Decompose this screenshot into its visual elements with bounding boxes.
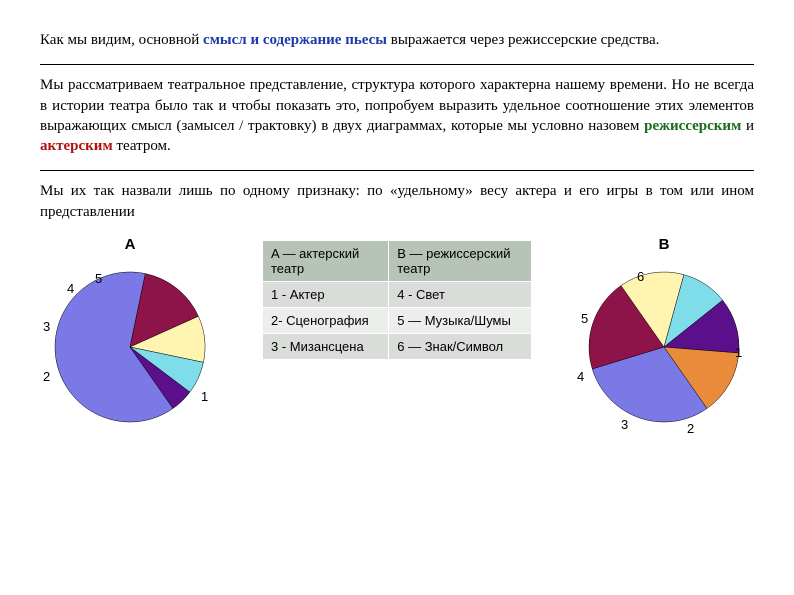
cell-1b: 4 - Свет <box>389 281 532 307</box>
pie-chart-A: A 1 2 3 4 5 <box>40 236 220 437</box>
pie-slice-label: 4 <box>577 369 584 384</box>
pie-slice-label: 2 <box>687 421 694 436</box>
p1-text-a: Как мы видим, основной <box>40 32 203 48</box>
paragraph-1: Как мы видим, основной смысл и содержани… <box>40 30 754 50</box>
pie-slice-label: 4 <box>67 281 74 296</box>
cell-3b: 6 — Знак/Символ <box>389 333 532 359</box>
th-A: A — актерский театр <box>263 240 389 281</box>
pie-slice-label: 1 <box>735 345 742 360</box>
p2-green: режиссерским <box>644 118 741 134</box>
pie-slice-label: 1 <box>201 389 208 404</box>
pie-slice-label: 3 <box>43 319 50 334</box>
th-B: B — режиссерский театр <box>389 240 532 281</box>
pie-svg <box>579 257 749 437</box>
p2-and: и <box>741 118 754 134</box>
diagram-row: A 1 2 3 4 5 A — актерский театр B — режиссер… <box>40 236 754 437</box>
pie-slice-label: 2 <box>43 369 50 384</box>
p1-text-c: выражается через режиссерские средства. <box>387 32 659 48</box>
cell-1a: 1 - Актер <box>263 281 389 307</box>
cell-2b: 5 — Музыка/Шумы <box>389 307 532 333</box>
pie-B-title: B <box>659 236 670 253</box>
paragraph-3: Мы их так назвали лишь по одному признак… <box>40 181 754 222</box>
pie-A-title: A <box>125 236 136 253</box>
divider-2 <box>40 170 754 171</box>
pie-slice-label: 6 <box>637 269 644 284</box>
pie-slice-label: 5 <box>95 271 102 286</box>
cell-3a: 3 - Мизансцена <box>263 333 389 359</box>
p2-red: актерским <box>40 138 113 154</box>
cell-2a: 2- Сценография <box>263 307 389 333</box>
pie-slice-label: 5 <box>581 311 588 326</box>
pie-slice-label: 3 <box>621 417 628 432</box>
center-table: A — актерский театр B — режиссерский теа… <box>262 240 532 360</box>
pie-chart-B: B 1 2 3 4 5 6 <box>574 236 754 437</box>
p1-emph: смысл и содержание пьесы <box>203 32 387 48</box>
p2-end: театром. <box>113 138 171 154</box>
divider-1 <box>40 64 754 65</box>
center-table-wrap: A — актерский театр B — режиссерский теа… <box>262 236 532 360</box>
paragraph-2: Мы рассматриваем театральное представлен… <box>40 75 754 156</box>
p3-text: Мы их так назвали лишь по одному признак… <box>40 183 754 219</box>
